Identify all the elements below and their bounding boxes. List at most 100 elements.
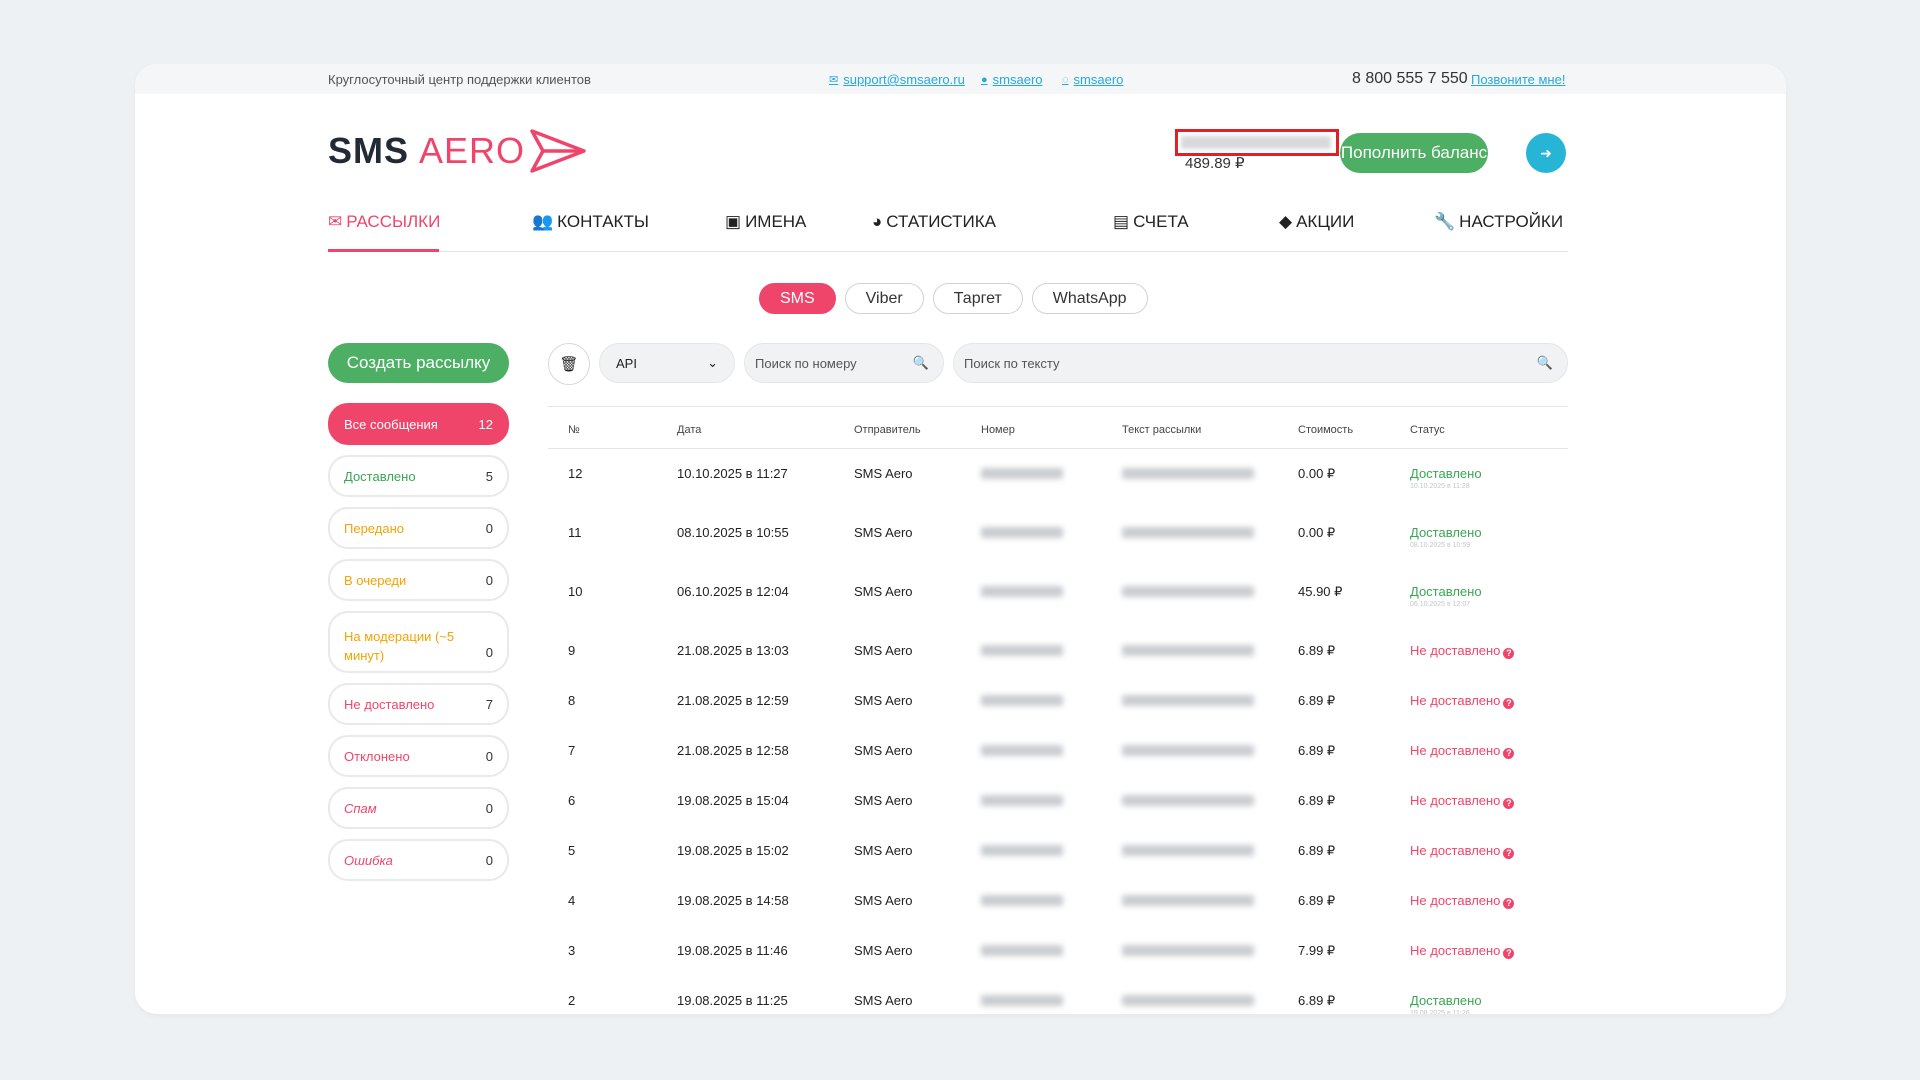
row-phone-redacted [981,795,1063,806]
delete-button[interactable]: 🗑 [548,343,590,385]
tab-whatsapp[interactable]: WhatsApp [1031,283,1148,314]
filter-not-delivered[interactable]: Не доставлено 7 [328,683,509,725]
row-status: Не доставлено? [1410,793,1515,809]
nav-item-promotions[interactable]: ◆ Акции [1279,212,1355,231]
table-row[interactable]: 12 10.10.2025 в 11:27 SMS Aero 0.00 ₽ Достав… [548,466,1568,506]
nav-item-mailings[interactable]: ✉ Рассылки [328,212,441,231]
table-row[interactable]: 3 19.08.2025 в 11:46 SMS Aero 7.99 ₽ Не дост… [548,943,1568,983]
row-date: 21.08.2025 в 13:03 [677,643,789,658]
row-status-label: Не доставлено [1410,743,1501,758]
filter-label: Не доставлено [344,696,435,712]
row-date: 21.08.2025 в 12:59 [677,693,789,708]
nav-item-statistics[interactable]: ◕ Статистика [872,212,996,231]
active-nav-underline [328,249,439,252]
help-icon[interactable]: ? [1503,847,1515,859]
search-icon[interactable]: 🔍 [912,355,929,370]
table-row[interactable]: 8 21.08.2025 в 12:59 SMS Aero 6.89 ₽ Не дост… [548,693,1568,733]
table-row[interactable]: 5 19.08.2025 в 15:02 SMS Aero 6.89 ₽ Не дост… [548,843,1568,883]
table-row[interactable]: 2 19.08.2025 в 11:25 SMS Aero 6.89 ₽ Доставл… [548,993,1568,1014]
row-phone-redacted [981,645,1063,656]
tags-icon: ◆ [1279,212,1293,231]
row-date: 19.08.2025 в 15:04 [677,793,789,808]
app-card: Круглосуточный центр поддержки клиентов … [135,64,1786,1014]
filter-count: 0 [485,572,493,588]
filter-transferred[interactable]: Передано 0 [328,507,509,549]
row-date: 19.08.2025 в 14:58 [677,893,789,908]
row-status: Доставлено 06.10.2025 в 12:07 [1410,584,1482,608]
filter-queued[interactable]: В очереди 0 [328,559,509,601]
col-text: Текст рассылки [1122,424,1202,436]
create-mailing-button[interactable]: Создать рассылку [328,343,509,383]
help-icon[interactable]: ? [1503,647,1515,659]
table-row[interactable]: 10 06.10.2025 в 12:04 SMS Aero 45.90 ₽ Доста… [548,584,1568,624]
search-number-input[interactable] [755,355,913,371]
filter-error[interactable]: Ошибка 0 [328,839,509,881]
support-email-link[interactable]: ✉ support@smsaero.ru [829,72,965,87]
row-id: 6 [568,793,576,808]
source-select[interactable]: API ⌄ [599,343,735,383]
logout-button[interactable]: ➜ [1526,133,1566,173]
row-status-time: 06.10.2025 в 12:07 [1410,601,1471,608]
search-text-input[interactable] [964,355,1537,371]
row-sender: SMS Aero [854,943,913,958]
nav-item-invoices[interactable]: ▤ Счета [1113,212,1189,231]
tab-viber[interactable]: Viber [844,283,924,314]
filter-all[interactable]: Все сообщения 12 [328,403,509,445]
col-number: № [568,424,580,436]
filter-rejected[interactable]: Отклонено 0 [328,735,509,777]
table-row[interactable]: 7 21.08.2025 в 12:58 SMS Aero 6.89 ₽ Не дост… [548,743,1568,783]
nav-item-contacts[interactable]: 👥 Контакты [532,212,649,231]
col-phone: Номер [981,424,1015,436]
logo[interactable]: SMS AERO [328,126,587,176]
nav-item-settings[interactable]: 🔧 Настройки [1434,212,1564,231]
filter-delivered[interactable]: Доставлено 5 [328,455,509,497]
row-date: 21.08.2025 в 12:58 [677,743,789,758]
row-status: Доставлено 19.08.2025 в 11:26 [1410,993,1482,1014]
table-row[interactable]: 4 19.08.2025 в 14:58 SMS Aero 6.89 ₽ Не дост… [548,893,1568,933]
top-up-balance-button[interactable]: Пополнить баланс [1340,133,1488,173]
support-text: Круглосуточный центр поддержки клиентов [328,72,591,87]
row-id: 9 [568,643,576,658]
row-phone-redacted [981,945,1063,956]
table-row[interactable]: 11 08.10.2025 в 10:55 SMS Aero 0.00 ₽ Достав… [548,525,1568,565]
row-text-redacted [1122,468,1254,479]
row-cost: 6.89 ₽ [1298,893,1336,908]
filter-count: 0 [485,645,493,660]
filter-count: 0 [485,852,493,868]
filter-label: Спам [344,800,377,816]
search-icon[interactable]: 🔍 [1536,355,1553,370]
tab-sms[interactable]: SMS [759,283,836,314]
filter-count: 12 [478,416,493,432]
row-status-label: Доставлено [1410,993,1482,1008]
envelope-icon: ✉ [829,74,839,86]
row-phone-redacted [981,895,1063,906]
help-icon[interactable]: ? [1503,947,1515,959]
filter-moderation[interactable]: На модерации (~5 минут) 0 [328,611,509,673]
whatsapp-link[interactable]: ◌ smsaero [1062,72,1124,87]
row-status-label: Не доставлено [1410,843,1501,858]
help-icon[interactable]: ? [1503,747,1515,759]
row-status: Не доставлено? [1410,843,1515,859]
row-cost: 6.89 ₽ [1298,993,1336,1008]
row-status: Не доставлено? [1410,743,1515,759]
row-sender: SMS Aero [854,993,913,1008]
tab-target[interactable]: Таргет [932,283,1023,314]
filter-spam[interactable]: Спам 0 [328,787,509,829]
wrench-icon: 🔧 [1434,212,1456,231]
row-phone-redacted [981,586,1063,597]
row-phone-redacted [981,527,1063,538]
help-icon[interactable]: ? [1503,897,1515,909]
balance-value: 489.89 ₽ [1185,155,1245,172]
row-cost: 7.99 ₽ [1298,943,1336,958]
nav-item-names[interactable]: ▣ Имена [725,212,807,231]
table-row[interactable]: 6 19.08.2025 в 15:04 SMS Aero 6.89 ₽ Не дост… [548,793,1568,833]
help-icon[interactable]: ? [1503,797,1515,809]
help-icon[interactable]: ? [1503,697,1515,709]
table-row[interactable]: 9 21.08.2025 в 13:03 SMS Aero 6.89 ₽ Не дост… [548,643,1568,683]
telegram-link[interactable]: ● smsaero [981,72,1043,87]
call-me-link[interactable]: Позвоните мне! [1471,72,1566,87]
filter-label: Ошибка [344,852,393,868]
row-cost: 0.00 ₽ [1298,466,1336,481]
row-text-redacted [1122,995,1254,1006]
search-text-box: 🔍 [953,343,1568,383]
